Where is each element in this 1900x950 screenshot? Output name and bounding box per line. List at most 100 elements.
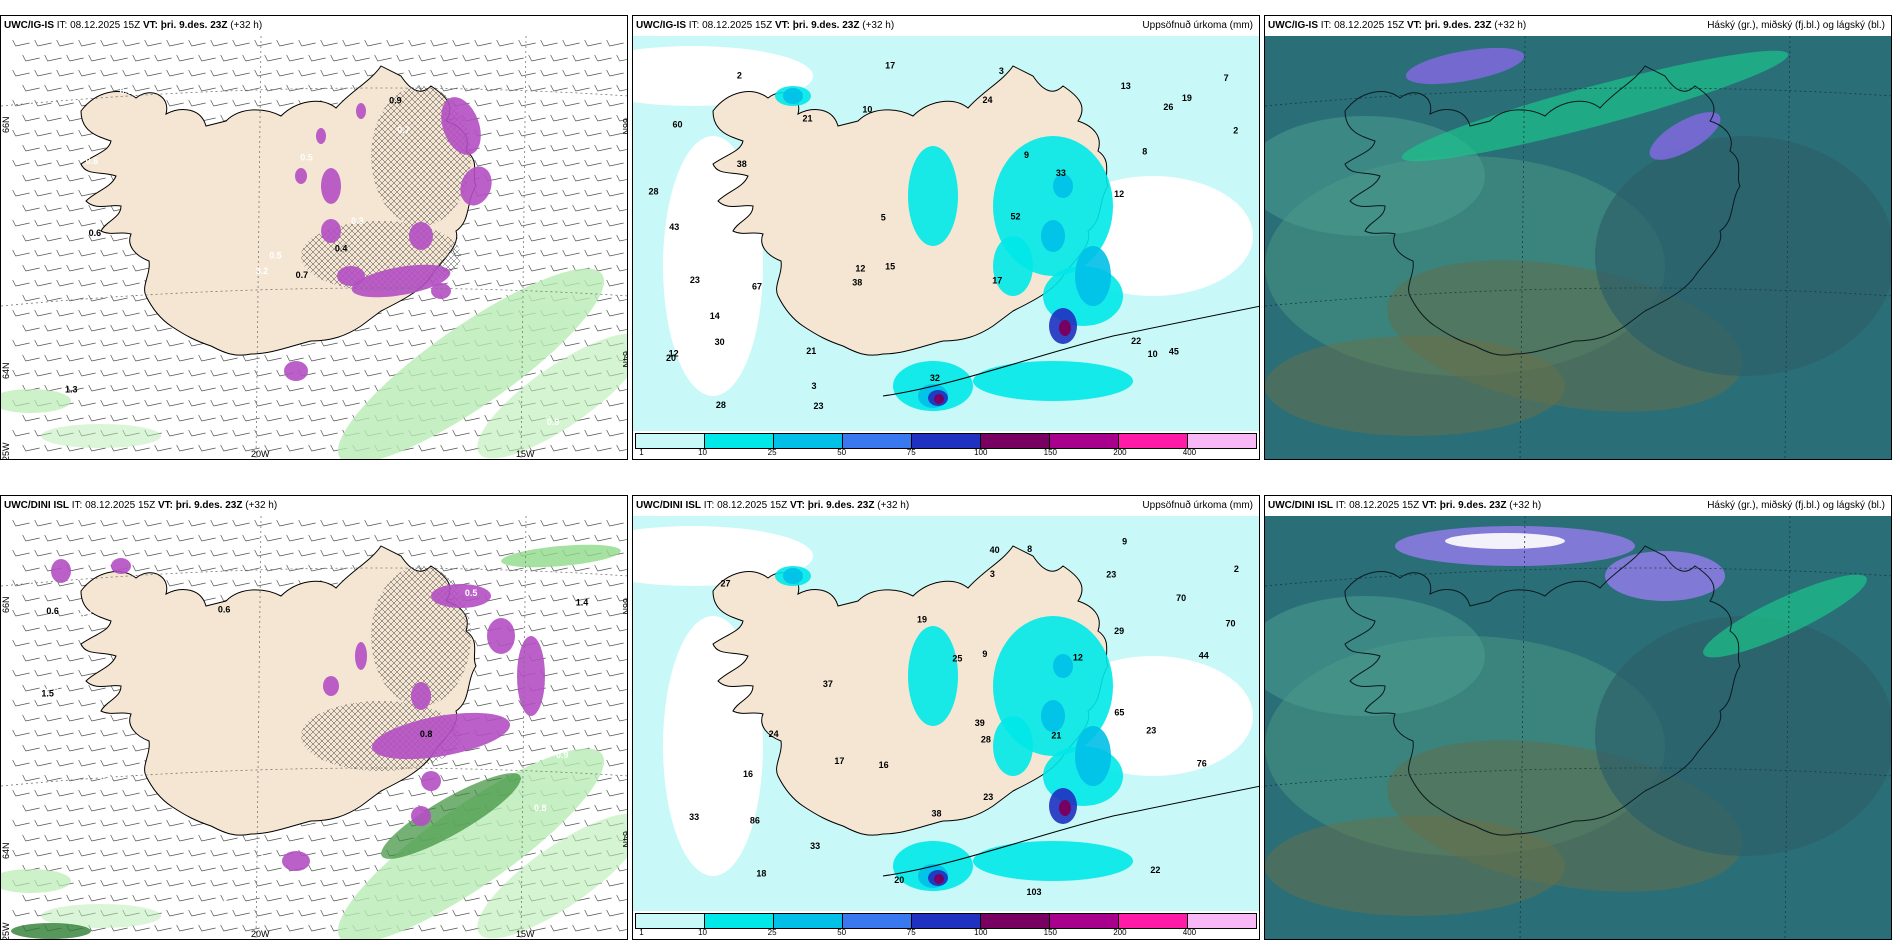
wind-barb xyxy=(56,609,74,617)
wind-barb xyxy=(286,924,304,932)
wind-barb xyxy=(122,849,140,857)
wind-barb xyxy=(606,279,624,287)
snow-area xyxy=(323,676,339,696)
wind-barb xyxy=(88,774,106,782)
wind-barb xyxy=(550,114,568,122)
wind-barb xyxy=(320,819,338,827)
lon-label: 20W xyxy=(251,929,270,939)
wind-barb xyxy=(452,549,470,557)
wind-barb xyxy=(166,399,184,407)
wind-barb xyxy=(572,924,590,932)
precip-value: 2 xyxy=(1234,564,1239,574)
wind-barb xyxy=(88,624,106,632)
wind-barb xyxy=(176,384,194,392)
wind-barb xyxy=(78,69,96,77)
panel-precip-row1: UWC/IG-IS IT: 08.12.2025 15Z VT: þri. 9.… xyxy=(632,15,1260,460)
wind-barb xyxy=(308,864,326,872)
iceland-outline xyxy=(1344,65,1741,356)
wind-barb xyxy=(616,654,627,662)
wind-barb xyxy=(88,804,106,812)
wind-barb xyxy=(66,744,84,752)
wind-barb xyxy=(606,519,624,527)
wind-barb xyxy=(518,69,536,77)
ptype-value: 0.5 xyxy=(465,588,478,598)
wind-barb xyxy=(320,879,338,887)
wind-barb xyxy=(584,699,602,707)
wind-barb xyxy=(210,69,228,77)
wind-barb xyxy=(440,444,458,452)
precip-value: 3 xyxy=(999,66,1004,76)
precip-area xyxy=(783,88,803,104)
wind-barb xyxy=(550,54,568,62)
wind-barb xyxy=(34,699,52,707)
wind-barb xyxy=(210,99,228,107)
wind-barb xyxy=(110,354,128,362)
wind-barb xyxy=(616,894,627,902)
precip-area xyxy=(1059,320,1071,336)
wind-barb xyxy=(484,534,502,542)
wind-barb xyxy=(66,84,84,92)
wind-barb xyxy=(374,834,392,842)
precip-value: 39 xyxy=(975,718,985,728)
precip-area xyxy=(973,841,1133,881)
wind-barb xyxy=(176,924,194,932)
wind-barb xyxy=(100,549,118,557)
lead-time: (+32 h) xyxy=(230,20,263,31)
wind-barb xyxy=(484,744,502,752)
wind-barb xyxy=(176,894,194,902)
wind-barb xyxy=(286,534,304,542)
wind-barb xyxy=(430,549,448,557)
precip-value: 45 xyxy=(1169,346,1179,356)
wind-barb xyxy=(154,924,172,932)
wind-barb xyxy=(308,444,326,452)
wind-barb xyxy=(122,339,140,347)
wind-barb xyxy=(496,99,514,107)
model-name: UWC/DINI ISL xyxy=(1268,500,1333,511)
wind-barb xyxy=(110,804,128,812)
wind-barb xyxy=(242,444,260,452)
wind-barb xyxy=(308,534,326,542)
wind-barb xyxy=(56,279,74,287)
wind-barb xyxy=(56,549,74,557)
wind-barb xyxy=(572,594,590,602)
wind-barb xyxy=(44,444,62,452)
wind-barb xyxy=(616,684,627,692)
wind-barb xyxy=(584,579,602,587)
wind-barb xyxy=(496,549,514,557)
wind-barb xyxy=(408,309,426,317)
lead-time: (+32 h) xyxy=(245,500,278,511)
wind-barb xyxy=(12,789,30,797)
graticule xyxy=(1265,516,1891,939)
precip-value: 12 xyxy=(669,348,679,358)
wind-barb xyxy=(562,579,580,587)
wind-barb xyxy=(100,819,118,827)
wind-barb xyxy=(154,54,172,62)
wind-barb xyxy=(122,309,140,317)
it-label: IT: xyxy=(1320,20,1332,31)
wind-barb xyxy=(540,249,558,257)
wind-barb xyxy=(584,519,602,527)
vt-label: VT: xyxy=(774,20,790,31)
panel-ptype-row1: UWC/IG-IS IT: 08.12.2025 15Z VT: þri. 9.… xyxy=(0,15,628,460)
wind-barb xyxy=(188,399,206,407)
wind-barb xyxy=(100,369,118,377)
wind-barb xyxy=(12,909,30,917)
wind-barb xyxy=(562,69,580,77)
wind-barb xyxy=(22,414,40,422)
wind-barb xyxy=(484,204,502,212)
wind-barb xyxy=(320,369,338,377)
wind-barb xyxy=(484,54,502,62)
precip-value: 23 xyxy=(690,275,700,285)
snow-area xyxy=(371,712,511,760)
precip-value: 24 xyxy=(769,729,779,739)
wind-barb xyxy=(132,384,150,392)
wind-barb xyxy=(550,594,568,602)
wind-barb xyxy=(562,669,580,677)
wind-barb xyxy=(496,759,514,767)
wind-barb xyxy=(330,54,348,62)
wind-barb xyxy=(584,909,602,917)
wind-barb xyxy=(462,294,480,302)
wind-barb xyxy=(308,354,326,362)
wind-barb xyxy=(144,849,162,857)
wind-barb xyxy=(12,609,30,617)
